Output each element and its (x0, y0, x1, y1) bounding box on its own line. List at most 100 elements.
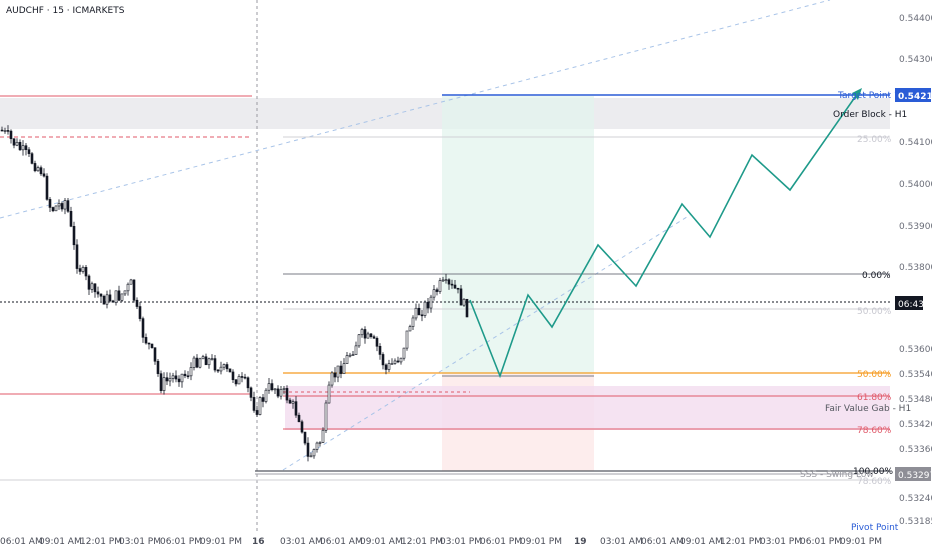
candle-body (54, 205, 58, 212)
candle-body (306, 442, 310, 457)
time-label: 12:01 PM (401, 537, 443, 547)
candle-body (339, 365, 343, 374)
candle-body (243, 376, 247, 379)
candle-body (357, 334, 361, 347)
pivot-point-label: Pivot Point (851, 523, 899, 533)
candle-body (372, 336, 376, 339)
time-label: 06:01 AM (320, 537, 363, 547)
candle-body (108, 294, 112, 302)
candle-body (288, 399, 292, 404)
candle-body (456, 287, 460, 290)
candle-body (225, 364, 229, 370)
candle-body (255, 410, 259, 415)
current-price-text: 06:43 (898, 300, 924, 310)
candle-body (231, 371, 235, 381)
candle-body (453, 284, 457, 289)
candle-body (39, 167, 43, 175)
candle-body (129, 279, 133, 285)
candle-body (267, 383, 271, 391)
candle-body (276, 388, 280, 397)
time-label: 19 (574, 537, 587, 547)
price-label: 0.53185 (899, 517, 932, 527)
candle-body (216, 369, 220, 372)
candle-body (195, 357, 199, 368)
swing-low-price-tag (895, 467, 931, 481)
candle-body (24, 145, 28, 150)
time-label: 09:01 AM (360, 537, 403, 547)
candle-body (381, 354, 385, 366)
candle-body (246, 377, 250, 389)
candle-body (294, 401, 298, 416)
candle-body (96, 291, 100, 295)
candle-body (171, 375, 175, 379)
candle-body (105, 294, 109, 305)
symbol-title: AUDCHF · 15 · ICMARKETS (6, 6, 125, 16)
candle-body (405, 330, 409, 349)
trend-line-upper (0, 0, 831, 219)
candle-body (261, 397, 265, 402)
candle-body (123, 290, 127, 295)
candle-body (156, 360, 160, 374)
candle-body (192, 357, 196, 368)
candle-body (228, 368, 232, 373)
candle-body (270, 383, 274, 391)
swing-low-price-text: 0.53297 (898, 471, 932, 481)
time-axis[interactable]: 06:01 AM 09:01 AM 12:01 PM 03:01 PM 06:0… (0, 537, 882, 547)
candle-body (396, 360, 400, 363)
candle-body (249, 387, 253, 398)
fib-25-label: 25.00% (857, 135, 892, 145)
candle-body (201, 356, 205, 360)
candle-body (6, 130, 10, 132)
candle-body (144, 337, 148, 344)
candle-body (222, 364, 226, 368)
projection-arrowhead (852, 88, 862, 100)
candle-body (321, 429, 325, 443)
fair-value-gap-zone (285, 386, 890, 430)
candle-body (417, 307, 421, 316)
candle-body (102, 295, 106, 305)
fib-786-gray-label: 78.60% (857, 477, 892, 487)
candle-body (126, 283, 130, 292)
candle-body (348, 354, 352, 357)
candle-body (327, 384, 331, 404)
candle-body (84, 267, 88, 277)
time-label: 09:01 AM (39, 537, 82, 547)
candle-body (342, 363, 346, 374)
projected-path (469, 89, 861, 379)
candle-body (402, 347, 406, 359)
candle-body (324, 402, 328, 431)
candle-body (273, 388, 277, 391)
candle-body (399, 357, 403, 363)
candle-body (465, 298, 469, 318)
candle-body (414, 307, 418, 319)
candle-body (351, 354, 355, 356)
candle-body (72, 226, 76, 246)
candle-body (303, 431, 307, 444)
candle-body (330, 372, 334, 386)
candles-group (0, 125, 469, 462)
candle-body (27, 149, 31, 154)
fib-50-gray-label: 50.00% (857, 307, 892, 317)
candle-body (117, 290, 121, 301)
candle-body (387, 363, 391, 370)
candle-body (159, 373, 163, 391)
candle-body (369, 333, 373, 337)
candle-body (429, 296, 433, 309)
candle-body (423, 301, 427, 316)
candle-body (180, 373, 184, 383)
candle-body (135, 299, 139, 307)
candle-body (207, 358, 211, 366)
candle-body (177, 378, 181, 383)
candle-body (282, 388, 286, 390)
candle-body (384, 364, 388, 370)
